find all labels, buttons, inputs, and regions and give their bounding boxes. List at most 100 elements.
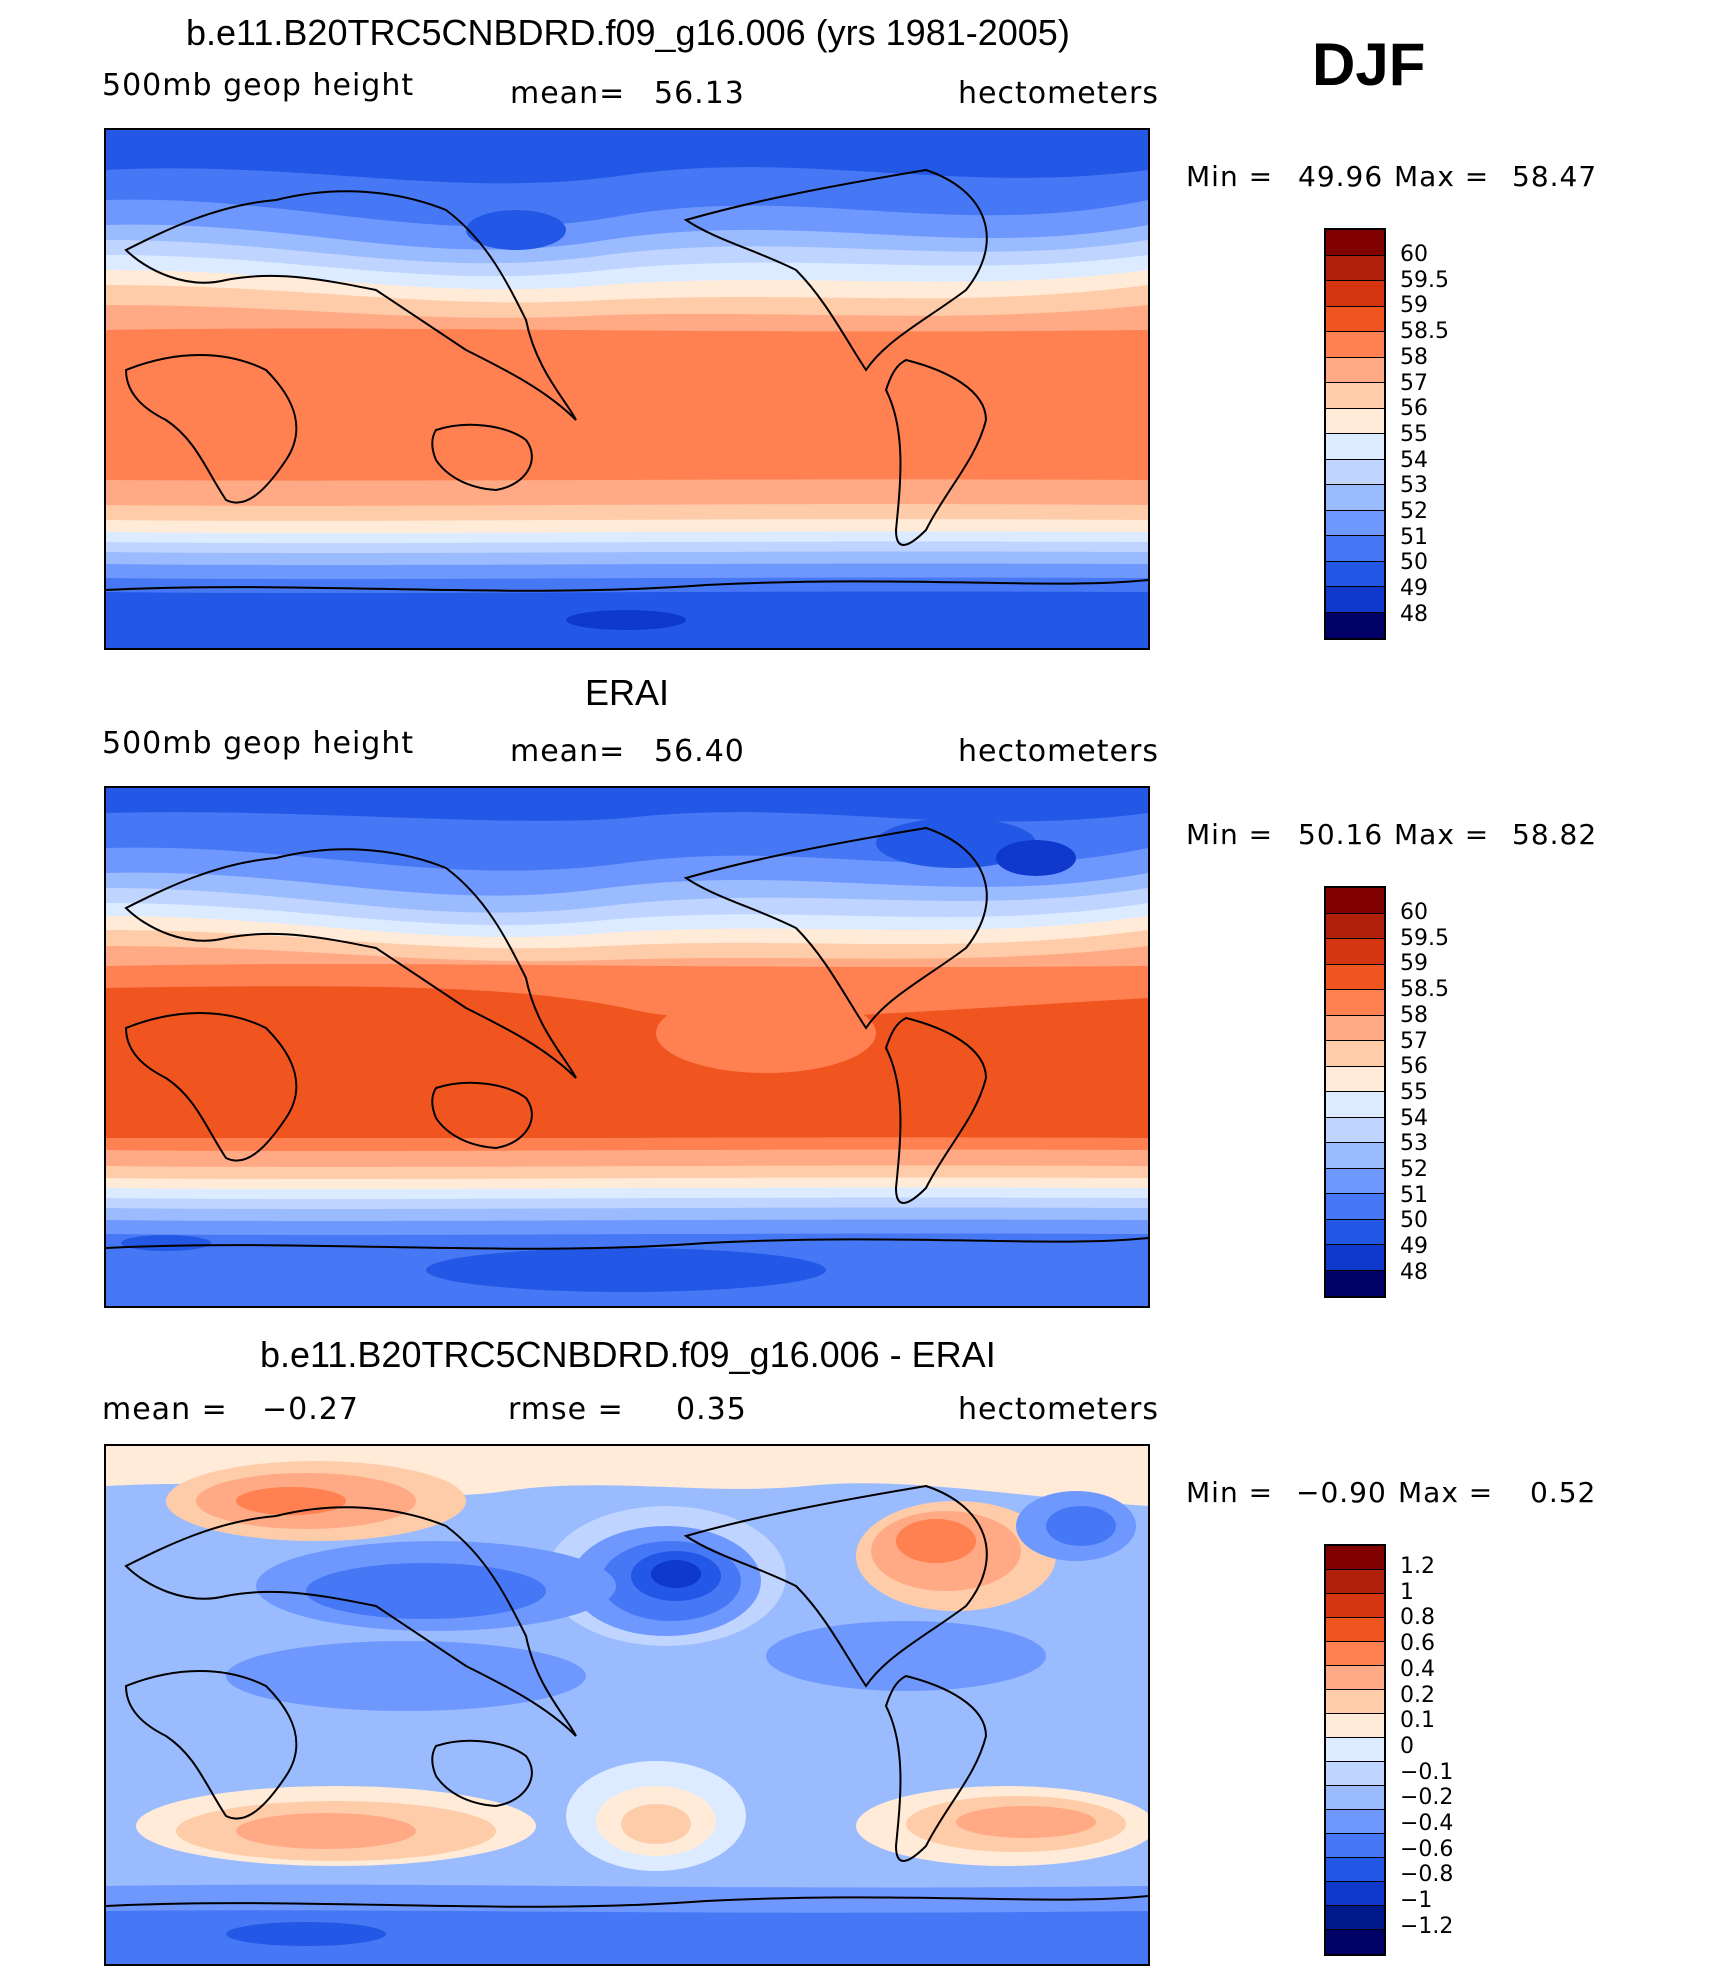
colorbar-swatch — [1326, 964, 1384, 990]
panel1-colorbar-tick: 59 — [1400, 293, 1428, 319]
colorbar-swatch — [1326, 1762, 1384, 1786]
panel3-colorbar-tick: 0.4 — [1400, 1656, 1435, 1682]
panel3-colorbar-tick: 1.2 — [1400, 1554, 1435, 1579]
panel2-map — [104, 786, 1150, 1308]
colorbar-swatch — [1326, 1618, 1384, 1642]
panel1-colorbar-tick: 57 — [1400, 370, 1428, 396]
panel3-colorbar-tick: 0.8 — [1400, 1605, 1435, 1631]
panel3-colorbar-tick: 0.6 — [1400, 1631, 1435, 1657]
panel2-colorbar-tick: 55 — [1400, 1079, 1428, 1105]
panel2-field-label: 500mb geop height — [102, 726, 415, 761]
panel2-min-label: Min = — [1186, 818, 1274, 851]
panel1-colorbar-tick: 56 — [1400, 396, 1428, 422]
season-label: DJF — [1312, 31, 1426, 98]
colorbar-swatch — [1326, 1117, 1384, 1143]
panel1-units: hectometers — [958, 76, 1159, 111]
panel1-colorbar-tick: 50 — [1400, 550, 1428, 576]
panel3-colorbar-tick: −0.8 — [1400, 1862, 1454, 1888]
panel1-max-label: Max = — [1394, 160, 1490, 193]
panel3-map — [104, 1444, 1150, 1966]
panel2-colorbar — [1324, 886, 1386, 1298]
panel2-colorbar-tick: 52 — [1400, 1157, 1428, 1182]
colorbar-swatch — [1326, 1092, 1384, 1118]
panel3-mean-label: mean = — [102, 1392, 228, 1427]
panel3-colorbar-tick: −0.1 — [1400, 1759, 1454, 1785]
colorbar-swatch — [1326, 408, 1384, 434]
colorbar-swatch — [1326, 1041, 1384, 1067]
panel3-rmse-label: rmse = — [508, 1392, 624, 1427]
panel2-colorbar-tick: 49 — [1400, 1234, 1428, 1260]
colorbar-swatch — [1326, 1642, 1384, 1666]
panel3-title: b.e11.B20TRC5CNBDRD.f09_g16.006 - ERAI — [260, 1334, 996, 1375]
panel3-colorbar-tick: 0.2 — [1400, 1682, 1435, 1708]
colorbar-swatch — [1326, 1858, 1384, 1882]
panel1-colorbar-tick: 48 — [1400, 601, 1428, 627]
colorbar-swatch — [1326, 1882, 1384, 1906]
panel3-colorbar-tick: 0 — [1400, 1733, 1414, 1759]
colorbar-swatch — [1326, 939, 1384, 965]
colorbar-swatch — [1326, 1066, 1384, 1092]
colorbar-swatch — [1326, 990, 1384, 1016]
colorbar-swatch — [1326, 1594, 1384, 1618]
panel3-colorbar-tick: 0.1 — [1400, 1708, 1435, 1734]
panel1-colorbar-tick: 58.5 — [1400, 319, 1449, 345]
panel2-units: hectometers — [958, 734, 1159, 769]
panel1-colorbar-tick: 59.5 — [1400, 267, 1449, 293]
colorbar-swatch — [1326, 1906, 1384, 1930]
colorbar-swatch — [1326, 612, 1384, 638]
colorbar-swatch — [1326, 1245, 1384, 1271]
panel2-colorbar-tick: 59 — [1400, 951, 1428, 977]
colorbar-swatch — [1326, 281, 1384, 307]
panel2-colorbar-tick: 51 — [1400, 1182, 1428, 1208]
colorbar-swatch — [1326, 1194, 1384, 1220]
panel3-colorbar-tick: −0.6 — [1400, 1836, 1454, 1862]
colorbar-swatch — [1326, 1786, 1384, 1810]
colorbar-swatch — [1326, 1690, 1384, 1714]
colorbar-swatch — [1326, 306, 1384, 332]
panel1-title: b.e11.B20TRC5CNBDRD.f09_g16.006 (yrs 198… — [186, 12, 1070, 53]
panel2-colorbar-tick: 54 — [1400, 1105, 1428, 1131]
panel1-colorbar-tick: 54 — [1400, 447, 1428, 473]
panel1-map — [104, 128, 1150, 650]
panel1-mean-value: 56.13 — [654, 76, 745, 111]
colorbar-swatch — [1326, 510, 1384, 536]
panel2-title: ERAI — [585, 672, 670, 713]
colorbar-swatch — [1326, 1930, 1384, 1954]
colorbar-swatch — [1326, 913, 1384, 939]
panel1-colorbar-tick: 58 — [1400, 344, 1428, 370]
colorbar-swatch — [1326, 1015, 1384, 1041]
panel1-min-label: Min = — [1186, 160, 1274, 193]
panel1-colorbar-tick: 49 — [1400, 576, 1428, 602]
panel2-colorbar-tick: 60 — [1400, 900, 1428, 925]
panel3-colorbar-tick: −0.4 — [1400, 1811, 1454, 1836]
panel3-colorbar-tick: 1 — [1400, 1579, 1414, 1605]
colorbar-swatch — [1326, 357, 1384, 383]
colorbar-swatch — [1326, 1666, 1384, 1690]
colorbar-swatch — [1326, 536, 1384, 562]
panel2-colorbar-tick: 48 — [1400, 1259, 1428, 1285]
panel2-contour-field — [106, 788, 1148, 1306]
colorbar-swatch — [1326, 332, 1384, 358]
panel3-colorbar-tick: −0.2 — [1400, 1785, 1454, 1811]
colorbar-swatch — [1326, 1168, 1384, 1194]
colorbar-swatch — [1326, 1570, 1384, 1594]
panel1-colorbar-tick: 52 — [1400, 499, 1428, 524]
panel1-colorbar-tick: 53 — [1400, 473, 1428, 499]
panel2-max-label: Max = — [1394, 818, 1490, 851]
colorbar-swatch — [1326, 230, 1384, 256]
panel3-min-value: −0.90 — [1296, 1476, 1387, 1509]
colorbar-swatch — [1326, 255, 1384, 281]
panel1-contour-field — [106, 130, 1148, 648]
panel3-max-label: Max = — [1398, 1476, 1494, 1509]
panel3-min-label: Min = — [1186, 1476, 1274, 1509]
panel3-contour-field — [106, 1446, 1148, 1964]
colorbar-swatch — [1326, 561, 1384, 587]
panel2-min-value: 50.16 — [1298, 818, 1384, 851]
panel3-max-value: 0.52 — [1530, 1476, 1597, 1509]
panel2-colorbar-tick: 50 — [1400, 1208, 1428, 1234]
colorbar-swatch — [1326, 459, 1384, 485]
panel2-mean-label: mean= — [510, 734, 626, 769]
panel1-colorbar-tick: 60 — [1400, 242, 1428, 267]
colorbar-swatch — [1326, 1219, 1384, 1245]
colorbar-swatch — [1326, 1270, 1384, 1296]
